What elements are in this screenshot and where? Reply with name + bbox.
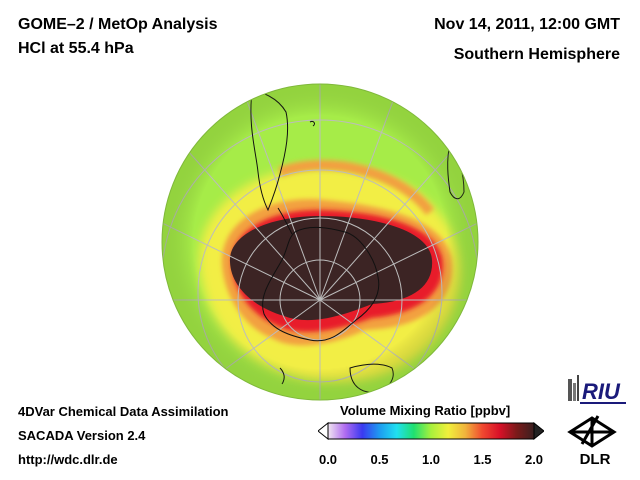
colorbar-title: Volume Mixing Ratio [ppbv] [340, 403, 511, 418]
colorbar-tick-label: 1.5 [473, 452, 492, 467]
colorbar-ramp [327, 422, 535, 440]
colorbar [318, 421, 544, 441]
colorbar-under-arrow [318, 421, 329, 441]
colorbar-tick-label: 2.0 [524, 452, 544, 467]
colorbar-tick-label: 0.5 [370, 452, 389, 467]
dlr-logo: DLR [567, 415, 617, 468]
assimilation-system-label: 4DVar Chemical Data Assimilation [18, 404, 229, 419]
url-link[interactable]: http://wdc.dlr.de [18, 452, 118, 467]
colorbar-tick-label: 0.0 [318, 452, 338, 467]
dlr-logo-text: DLR [580, 451, 611, 468]
title-instrument: GOME–2 / MetOp Analysis [18, 16, 218, 33]
riu-logo-text: RIU [582, 379, 621, 404]
hemisphere-label: Southern Hemisphere [453, 46, 620, 63]
date-label: Nov 14, 2011, 12:00 GMT [434, 16, 620, 33]
colorbar-over-arrow [533, 421, 544, 441]
version-label: SACADA Version 2.4 [18, 428, 146, 443]
globe-map [161, 83, 479, 401]
colorbar-tick-label: 1.0 [421, 452, 441, 467]
title-species: HCl at 55.4 hPa [18, 40, 134, 57]
riu-logo: RIU [568, 375, 626, 404]
